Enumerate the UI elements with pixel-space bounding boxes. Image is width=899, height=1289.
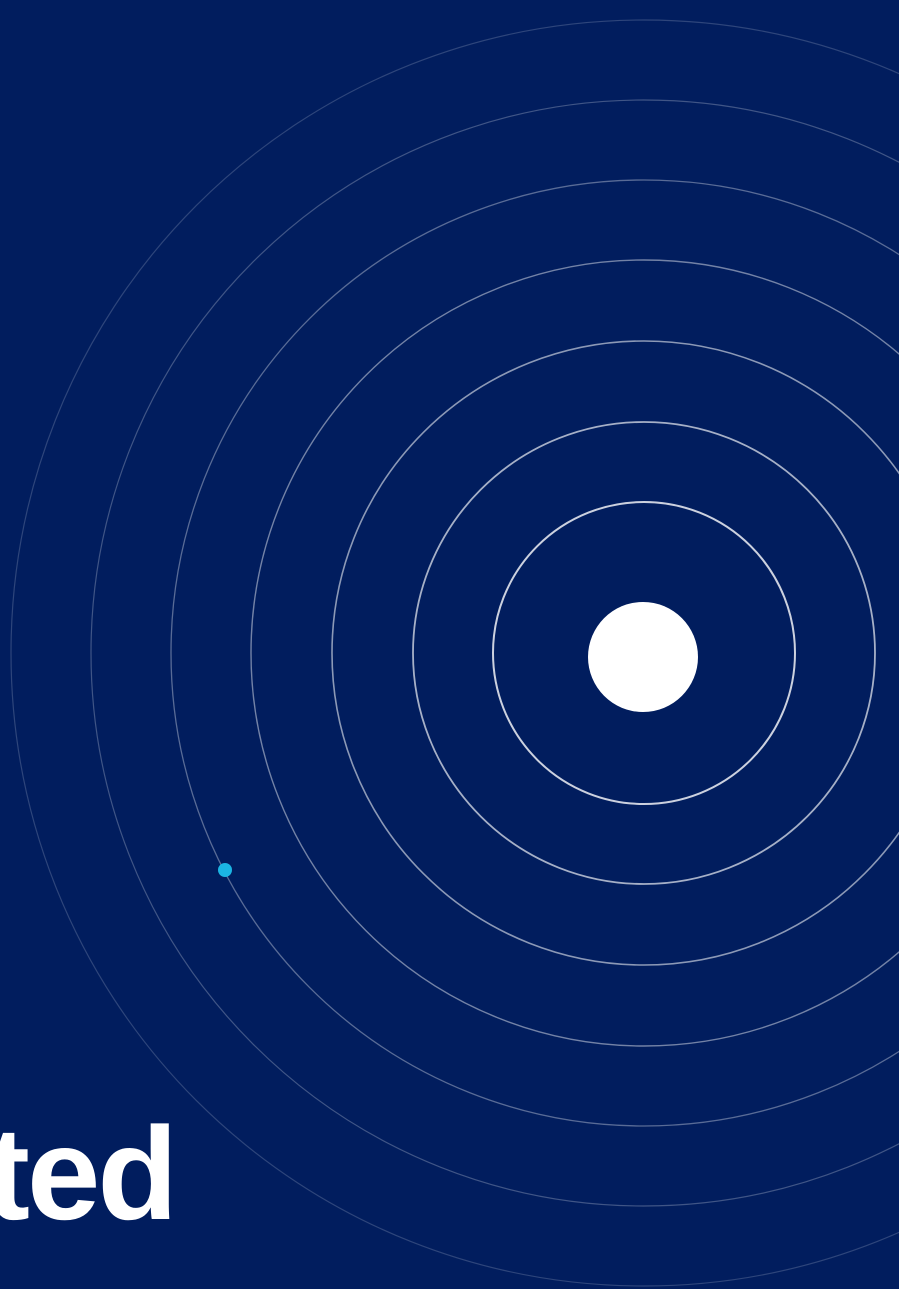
ring-3 [412, 421, 876, 885]
ring-8 [10, 19, 899, 1287]
core-circle-icon [588, 602, 698, 712]
accent-dot-icon [218, 863, 232, 877]
ring-7 [90, 99, 899, 1207]
ring-4 [331, 340, 899, 966]
ring-6 [170, 179, 899, 1127]
headline-text: ted [0, 1100, 178, 1247]
ring-5 [250, 259, 899, 1047]
ring-2 [492, 501, 796, 805]
